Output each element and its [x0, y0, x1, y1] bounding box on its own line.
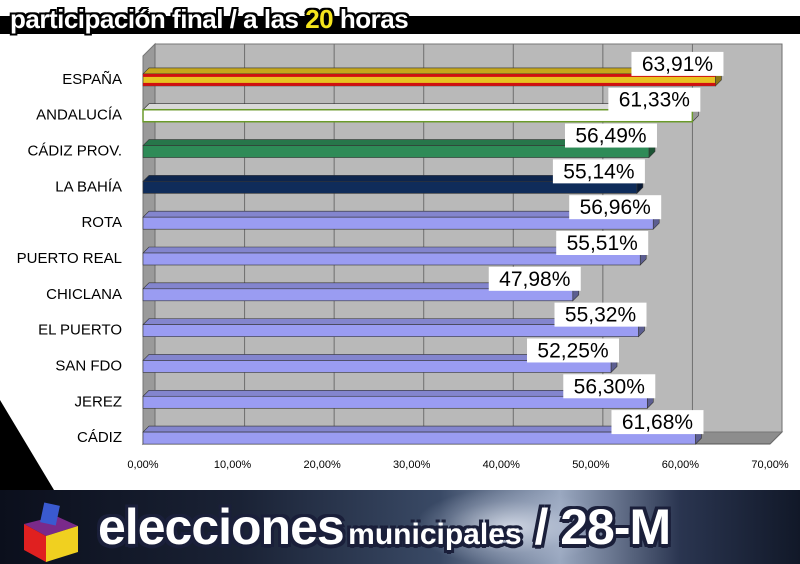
header-stripe: [0, 16, 800, 34]
data-label: 56,49%: [575, 125, 646, 148]
x-tick-label: 0,00%: [127, 459, 158, 471]
bar: [142, 360, 612, 373]
category-label: ESPAÑA: [62, 71, 122, 88]
data-label-box: [563, 374, 656, 399]
bar: [142, 145, 650, 158]
bar: [142, 288, 574, 302]
x-tick-label: 10,00%: [214, 459, 252, 471]
x-tick-label: 50,00%: [572, 459, 610, 471]
footer-glare: [420, 490, 600, 564]
data-label: 63,91%: [642, 53, 713, 76]
category-label: CÁDIZ: [77, 429, 122, 446]
data-label-box: [554, 302, 647, 327]
data-label-box: [527, 338, 620, 363]
category-label: ROTA: [81, 214, 122, 231]
data-label-box: [556, 231, 649, 255]
data-label: 55,14%: [563, 160, 634, 183]
data-label-box: [552, 159, 645, 184]
bar: [142, 252, 641, 266]
bar: [142, 395, 648, 409]
bar-stripe: [143, 73, 716, 77]
footer-word-elecciones: elecciones: [98, 499, 345, 555]
data-label-box: [488, 266, 581, 291]
category-label: EL PUERTO: [38, 322, 122, 339]
category-label: PUERTO REAL: [17, 250, 122, 267]
bar: [142, 216, 654, 230]
data-label: 56,30%: [574, 375, 645, 398]
title-text-post: horas: [333, 4, 409, 34]
category-label: ANDALUCÍA: [36, 107, 122, 124]
footer-banner: [0, 490, 800, 564]
data-label: 52,25%: [537, 339, 608, 362]
title-hour-highlight: 20: [305, 4, 334, 34]
chart-title: participación final / a las 20 horas: [10, 4, 409, 38]
title-text-pre: participación final / a las: [10, 4, 306, 34]
bar-chart: 0,00% 10,00% 20,00% 30,00% 40,00% 50,00% 60,00…: [17, 42, 789, 471]
data-label: 61,33%: [619, 89, 690, 112]
footer-title: elecciones municipales / 28-M: [98, 498, 671, 556]
data-label: 47,98%: [499, 268, 570, 291]
category-label: CHICLANA: [46, 286, 122, 303]
data-label: 56,96%: [580, 196, 651, 219]
category-label: JEREZ: [74, 393, 122, 410]
data-label-box: [608, 87, 701, 112]
category-label: LA BAHÍA: [55, 178, 122, 195]
header-bar: [0, 0, 800, 34]
x-tick-label: 20,00%: [303, 459, 341, 471]
footer-date-suffix: / 28-M: [521, 499, 671, 555]
data-label-box: [564, 123, 657, 148]
x-tick-label: 40,00%: [483, 459, 521, 471]
bar: [142, 108, 694, 123]
x-gridline-floor: [769, 431, 783, 445]
x-tick-label: 60,00%: [662, 459, 700, 471]
bar: [142, 324, 639, 337]
x-tick-label: 30,00%: [393, 459, 431, 471]
data-label-box: [631, 51, 724, 76]
x-tick-label: 70,00%: [751, 459, 789, 471]
corner-decoration: [0, 400, 60, 500]
data-label: 55,32%: [565, 304, 636, 327]
data-label: 61,68%: [622, 411, 693, 434]
footer-word-municipales: municipales: [348, 518, 522, 551]
bar-stripe: [143, 82, 716, 86]
category-label: SAN FDO: [55, 357, 122, 374]
data-label-box: [611, 410, 704, 435]
chart-container: 0,00% 10,00% 20,00% 30,00% 40,00% 50,00% 60,00…: [0, 34, 800, 490]
ballot-box-icon: [24, 502, 78, 562]
bar: [142, 181, 638, 194]
category-label: CÁDIZ PROV.: [28, 143, 122, 160]
data-label-box: [569, 195, 662, 220]
data-label: 55,51%: [567, 232, 638, 255]
bar: [142, 431, 696, 445]
